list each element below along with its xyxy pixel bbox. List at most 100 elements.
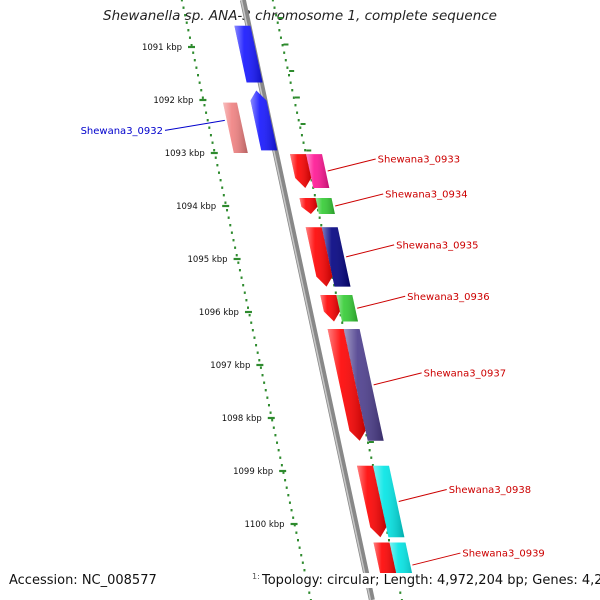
ruler-dot	[258, 359, 261, 362]
ruler-dot	[293, 524, 296, 527]
ruler-dot	[253, 336, 256, 339]
gene-feature-shade	[315, 198, 335, 214]
ruler-dot	[331, 276, 334, 279]
ruler-dot	[272, 426, 275, 429]
ruler-dot	[256, 351, 259, 354]
summary-text: Topology: circular; Length: 4,972,204 bp…	[262, 573, 600, 588]
gene-feature-shade	[327, 329, 366, 441]
gene-feature-shade	[343, 329, 384, 441]
ruler-dot	[208, 126, 211, 129]
ruler-dot	[276, 21, 279, 24]
ruler-dot	[312, 186, 315, 189]
ruler-dot	[280, 464, 283, 467]
ruler-dot	[227, 216, 230, 219]
ruler-dot	[387, 539, 390, 542]
ruler-dot	[302, 141, 305, 144]
ruler-dot	[240, 276, 243, 279]
ruler-dot	[222, 194, 225, 197]
ruler-dot	[235, 254, 238, 257]
ruler-tick-label: 1095 kbp	[188, 255, 228, 265]
ruler-dot	[318, 216, 321, 219]
ruler-dot	[221, 186, 224, 189]
ruler-dot	[308, 591, 311, 594]
ruler-dot	[230, 231, 233, 234]
ruler-dot	[185, 21, 188, 24]
ruler-tick-label: 1091 kbp	[142, 43, 182, 53]
clipped-tick-label: 1:	[252, 572, 260, 581]
gene-label: Shewana3_0934	[385, 190, 467, 201]
ruler-dot	[248, 314, 251, 317]
gene-leader-line	[412, 552, 461, 566]
ruler-dot	[292, 516, 295, 519]
ruler-dot	[320, 224, 323, 227]
ruler-dot	[182, 6, 185, 9]
ruler-dot	[197, 74, 200, 77]
gene-labels: Shewana3_0932 Shewana3_0933 Shewana3_0934 S…	[81, 119, 545, 566]
gene-label: Shewana3_0938	[449, 485, 531, 496]
accession-text: Accession: NC_008577	[9, 573, 157, 588]
gene-leader-line	[164, 119, 225, 131]
ruler-dot	[399, 591, 402, 594]
gene-leader-line	[373, 372, 422, 386]
gene-feature-shade	[320, 295, 340, 322]
ruler-dot	[273, 6, 276, 9]
ruler-dot	[263, 381, 266, 384]
ruler-dot	[285, 486, 288, 489]
ruler-dot	[283, 51, 286, 54]
ruler-dot	[294, 104, 297, 107]
gene-feature-shade	[336, 295, 358, 322]
ruler-tick-label: 1100 kbp	[244, 520, 284, 530]
ruler-dot	[339, 314, 342, 317]
gene-label: Shewana3_0933	[378, 155, 460, 166]
ruler-dot	[243, 291, 246, 294]
gene-track	[223, 25, 416, 588]
ruler-dot	[266, 396, 269, 399]
ruler-dot	[288, 501, 291, 504]
ruler-dot	[205, 111, 208, 114]
gene-label: Shewana3_0937	[424, 368, 506, 379]
ruler-dot	[184, 14, 187, 17]
ruler-ticks: 1091 kbp 1092 kbp 1093 kbp 1094 kbp 1095 kbp…	[142, 43, 298, 530]
ruler-dot	[224, 201, 227, 204]
gene-leader-line	[398, 488, 447, 502]
gene-leader-line	[357, 295, 406, 309]
ruler-dot	[296, 539, 299, 542]
gene-feature-shade	[234, 25, 263, 83]
gene-label: Shewana3_0936	[407, 292, 489, 303]
ruler-dot	[288, 74, 291, 77]
ruler-dot	[284, 479, 287, 482]
ruler-dot	[290, 509, 293, 512]
ruler-dot	[292, 96, 295, 99]
ruler-dot	[287, 494, 290, 497]
ruler-dot	[201, 96, 204, 99]
gene-leader-line	[346, 244, 395, 258]
ruler-dot	[317, 209, 320, 212]
gene-feature-shade	[373, 465, 405, 538]
ruler-dot	[190, 44, 193, 47]
ruler-tick-label: 1098 kbp	[222, 414, 262, 424]
ruler-dot	[203, 104, 206, 107]
ruler-tick-label: 1093 kbp	[165, 149, 205, 159]
gene-label: Shewana3_0932	[81, 126, 163, 137]
ruler-dot	[297, 119, 300, 122]
gene-feature-shade	[305, 227, 333, 287]
ruler-dot	[333, 284, 336, 287]
ruler-tick-label: 1092 kbp	[153, 96, 193, 106]
ruler-dot	[386, 531, 389, 534]
ruler-dot	[371, 464, 374, 467]
ruler-dot	[219, 179, 222, 182]
ruler-dot	[275, 14, 278, 17]
ruler-dot	[279, 36, 282, 39]
ruler-dot	[216, 164, 219, 167]
ruler-dot	[296, 111, 299, 114]
ruler-dot	[271, 419, 274, 422]
gene-feature-shade	[321, 227, 351, 287]
ruler-dot	[237, 261, 240, 264]
ruler-dot	[300, 554, 303, 557]
ruler-dot	[277, 449, 280, 452]
ruler-dot	[217, 171, 220, 174]
gene-feature-shade	[290, 154, 312, 188]
gene-feature-shade	[306, 154, 330, 188]
ruler-dot	[279, 456, 282, 459]
